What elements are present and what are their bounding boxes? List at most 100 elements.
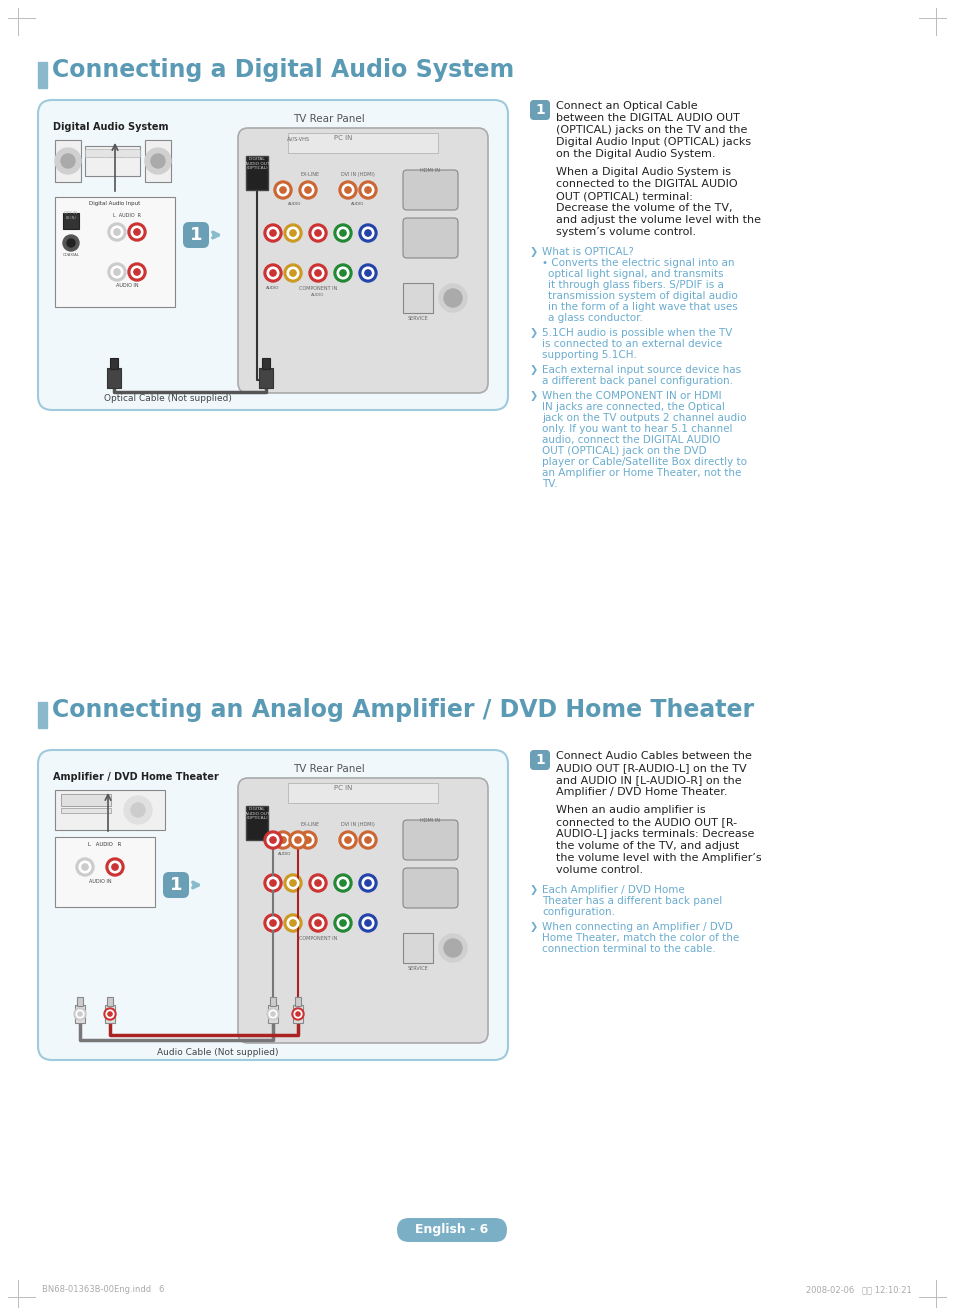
Text: AUDIO: AUDIO: [311, 293, 324, 297]
Circle shape: [314, 920, 321, 926]
Text: on the Digital Audio System.: on the Digital Audio System.: [556, 149, 715, 159]
Text: English - 6: English - 6: [415, 1223, 488, 1236]
Circle shape: [342, 834, 354, 846]
Text: OUT (OPTICAL) jack on the DVD: OUT (OPTICAL) jack on the DVD: [541, 446, 706, 456]
Text: Home Theater, match the color of the: Home Theater, match the color of the: [541, 934, 739, 943]
Circle shape: [292, 1009, 304, 1020]
FancyBboxPatch shape: [38, 750, 507, 1060]
Circle shape: [314, 880, 321, 886]
Circle shape: [145, 149, 171, 174]
FancyBboxPatch shape: [530, 100, 550, 120]
Bar: [55, 838, 154, 907]
Text: OPT IN
(B.IN): OPT IN (B.IN): [65, 210, 77, 220]
Circle shape: [74, 1009, 86, 1020]
Circle shape: [339, 920, 346, 926]
Text: PC IN: PC IN: [334, 785, 352, 792]
Text: EX-LINE: EX-LINE: [300, 172, 319, 178]
Circle shape: [309, 914, 327, 932]
Text: When a Digital Audio System is: When a Digital Audio System is: [556, 167, 730, 178]
FancyBboxPatch shape: [402, 170, 457, 210]
Circle shape: [344, 187, 351, 193]
Text: DIGITAL
AUDIO OUT
(OPTICAL): DIGITAL AUDIO OUT (OPTICAL): [245, 156, 269, 170]
Circle shape: [292, 834, 304, 846]
Text: SERVICE: SERVICE: [407, 967, 428, 970]
Bar: [55, 139, 81, 181]
Circle shape: [88, 151, 94, 156]
Circle shape: [358, 914, 376, 932]
Circle shape: [438, 284, 467, 312]
Circle shape: [364, 230, 371, 237]
Circle shape: [438, 934, 467, 963]
Circle shape: [362, 834, 374, 846]
Text: Connect Audio Cables between the: Connect Audio Cables between the: [556, 751, 751, 761]
Bar: [38, 702, 47, 729]
Text: AUDIO IN: AUDIO IN: [89, 878, 112, 884]
Circle shape: [339, 270, 346, 276]
Circle shape: [362, 917, 374, 928]
Circle shape: [151, 154, 165, 168]
Bar: [107, 368, 121, 388]
Text: What is OPTICAL?: What is OPTICAL?: [541, 247, 633, 256]
Text: AUDIO: AUDIO: [351, 203, 364, 206]
FancyBboxPatch shape: [237, 128, 488, 393]
Circle shape: [302, 184, 314, 196]
Circle shape: [364, 920, 371, 926]
FancyBboxPatch shape: [402, 821, 457, 860]
Circle shape: [67, 239, 75, 247]
Text: TV.: TV.: [541, 479, 557, 489]
Text: ❯: ❯: [530, 327, 537, 338]
Circle shape: [264, 831, 282, 849]
Text: Theater has a different back panel: Theater has a different back panel: [541, 896, 721, 906]
Circle shape: [277, 184, 289, 196]
Circle shape: [364, 836, 371, 843]
Circle shape: [118, 151, 124, 156]
Circle shape: [309, 264, 327, 281]
Text: AUDIO OUT [R-AUDIO-L] on the TV: AUDIO OUT [R-AUDIO-L] on the TV: [556, 763, 746, 773]
Circle shape: [78, 1013, 82, 1016]
Circle shape: [108, 151, 113, 156]
Circle shape: [284, 264, 302, 281]
Circle shape: [113, 229, 120, 235]
Circle shape: [274, 181, 292, 199]
Bar: [55, 197, 174, 306]
Bar: [262, 358, 270, 370]
Bar: [402, 934, 433, 963]
Circle shape: [312, 877, 323, 889]
Circle shape: [362, 227, 374, 239]
Text: transmission system of digital audio: transmission system of digital audio: [547, 291, 737, 301]
Text: Digital Audio System: Digital Audio System: [53, 122, 169, 132]
Text: Connect an Optical Cable: Connect an Optical Cable: [556, 101, 697, 110]
Bar: [110, 358, 118, 370]
Text: supporting 5.1CH.: supporting 5.1CH.: [541, 350, 636, 360]
Circle shape: [443, 939, 461, 957]
Circle shape: [112, 864, 118, 871]
Circle shape: [98, 151, 104, 156]
Circle shape: [274, 831, 292, 849]
Text: connected to the DIGITAL AUDIO: connected to the DIGITAL AUDIO: [556, 179, 737, 189]
Text: and adjust the volume level with the: and adjust the volume level with the: [556, 214, 760, 225]
Text: DIGITAL
AUDIO OUT
(OPTICAL): DIGITAL AUDIO OUT (OPTICAL): [245, 807, 269, 821]
Text: Connecting an Analog Amplifier / DVD Home Theater: Connecting an Analog Amplifier / DVD Hom…: [52, 698, 753, 722]
Circle shape: [298, 181, 316, 199]
Circle shape: [104, 1009, 116, 1020]
Bar: [77, 997, 83, 1006]
Bar: [63, 213, 79, 229]
Bar: [107, 997, 112, 1006]
FancyBboxPatch shape: [402, 218, 457, 258]
Circle shape: [342, 184, 354, 196]
Text: volume control.: volume control.: [556, 865, 642, 874]
Circle shape: [131, 803, 145, 817]
Bar: [38, 62, 47, 88]
Text: HDMI IN: HDMI IN: [419, 168, 439, 174]
Bar: [105, 1005, 115, 1023]
Circle shape: [312, 917, 323, 928]
Text: SERVICE: SERVICE: [407, 316, 428, 321]
Circle shape: [76, 1010, 84, 1018]
Circle shape: [309, 874, 327, 892]
Text: AUDIO-L] jacks terminals: Decrease: AUDIO-L] jacks terminals: Decrease: [556, 828, 754, 839]
Circle shape: [305, 187, 311, 193]
Bar: [270, 997, 275, 1006]
Circle shape: [336, 917, 349, 928]
Circle shape: [284, 224, 302, 242]
Text: Each Amplifier / DVD Home: Each Amplifier / DVD Home: [541, 885, 684, 896]
